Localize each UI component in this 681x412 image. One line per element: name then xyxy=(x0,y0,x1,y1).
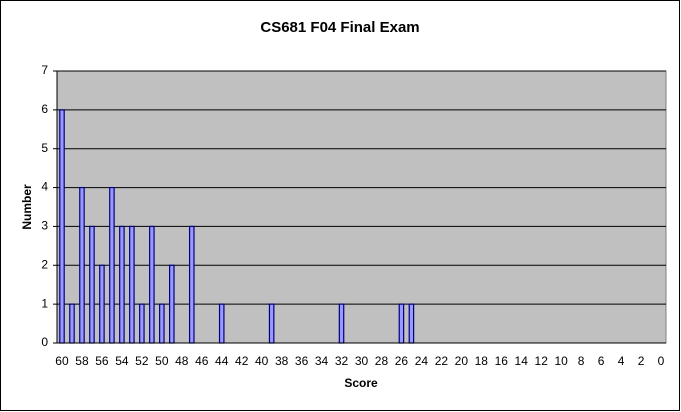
x-tick-label: 28 xyxy=(375,354,389,368)
x-tick-label: 24 xyxy=(415,354,429,368)
bar xyxy=(59,109,65,344)
x-tick-label: 26 xyxy=(395,354,409,368)
y-tick-label: 2 xyxy=(41,257,48,271)
y-tick-label: 5 xyxy=(41,141,48,155)
x-axis-title: Score xyxy=(344,376,378,390)
chart-title: CS681 F04 Final Exam xyxy=(260,19,419,36)
y-tick-label: 4 xyxy=(41,180,48,194)
x-tick-label: 54 xyxy=(115,354,129,368)
bar xyxy=(268,303,275,344)
x-tick-label: 50 xyxy=(155,354,169,368)
y-tick-label: 1 xyxy=(41,296,48,310)
x-tick-label: 44 xyxy=(215,354,229,368)
plot-area xyxy=(56,70,667,344)
bar xyxy=(99,264,105,344)
bar xyxy=(89,225,95,344)
x-tick-label: 16 xyxy=(495,354,509,368)
x-tick-label: 18 xyxy=(475,354,489,368)
y-tick-label: 0 xyxy=(41,335,48,349)
x-tick-label: 46 xyxy=(195,354,209,368)
bar xyxy=(188,225,195,344)
x-tick-label: 6 xyxy=(598,354,605,368)
y-tick-label: 3 xyxy=(41,219,48,233)
bar xyxy=(159,303,165,344)
x-tick-label: 0 xyxy=(658,354,665,368)
x-tick-label: 22 xyxy=(435,354,449,368)
bar xyxy=(149,225,155,344)
bar xyxy=(408,303,415,344)
y-tick-label: 7 xyxy=(41,63,48,77)
x-tick-label: 14 xyxy=(515,354,529,368)
bar xyxy=(129,225,135,344)
x-tick-label: 38 xyxy=(275,354,289,368)
x-tick-label: 56 xyxy=(95,354,109,368)
x-tick-label: 32 xyxy=(335,354,349,368)
x-tick-label: 34 xyxy=(315,354,329,368)
bar xyxy=(218,303,225,344)
x-tick-label: 4 xyxy=(618,354,625,368)
x-tick-label: 60 xyxy=(55,354,69,368)
x-tick-label: 48 xyxy=(175,354,189,368)
x-tick-label: 2 xyxy=(638,354,645,368)
x-tick-label: 52 xyxy=(135,354,149,368)
bar xyxy=(169,264,175,344)
x-tick-label: 58 xyxy=(75,354,89,368)
y-tick-label: 6 xyxy=(41,102,48,116)
x-tick-label: 36 xyxy=(295,354,309,368)
bar xyxy=(398,303,405,344)
y-axis-title: Number xyxy=(20,184,34,230)
x-tick-label: 8 xyxy=(578,354,585,368)
bar xyxy=(79,186,85,344)
bar xyxy=(119,225,125,344)
bar xyxy=(69,303,75,344)
x-tick-label: 30 xyxy=(355,354,369,368)
x-tick-label: 40 xyxy=(255,354,269,368)
bar xyxy=(109,186,115,344)
bar xyxy=(338,303,345,344)
x-tick-label: 10 xyxy=(554,354,568,368)
bar xyxy=(139,303,145,344)
x-tick-label: 20 xyxy=(455,354,469,368)
x-tick-label: 42 xyxy=(235,354,249,368)
x-tick-label: 12 xyxy=(535,354,549,368)
